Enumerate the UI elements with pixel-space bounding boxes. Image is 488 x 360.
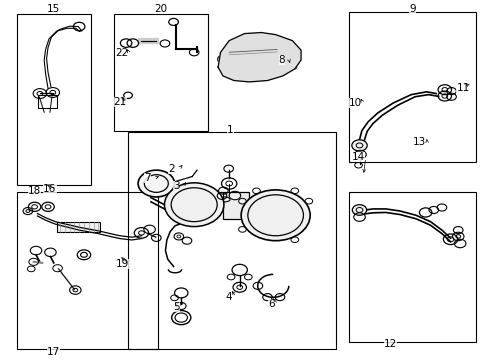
Text: 20: 20 (154, 4, 167, 14)
Polygon shape (218, 32, 301, 82)
Text: 13: 13 (412, 137, 426, 147)
Circle shape (351, 140, 366, 151)
Text: 9: 9 (408, 4, 415, 14)
Text: 21: 21 (113, 98, 126, 107)
Circle shape (164, 183, 224, 226)
Bar (348, 192, 475, 342)
Text: 12: 12 (383, 339, 396, 350)
Text: 15: 15 (47, 4, 61, 14)
Text: 10: 10 (348, 98, 362, 108)
Bar (114, 14, 207, 131)
Bar (17, 14, 91, 185)
Text: 18: 18 (28, 186, 41, 195)
Text: 5: 5 (173, 302, 180, 312)
Bar (127, 132, 335, 349)
Bar (39, 95, 57, 108)
Text: 2: 2 (168, 164, 175, 174)
Text: 11: 11 (455, 82, 468, 93)
Bar (223, 192, 249, 219)
Circle shape (138, 170, 174, 197)
Text: 22: 22 (115, 48, 128, 58)
Text: 3: 3 (172, 181, 179, 191)
Text: 19: 19 (116, 259, 129, 269)
Text: 16: 16 (43, 184, 57, 194)
Bar (348, 12, 475, 162)
Circle shape (241, 190, 309, 241)
Text: 6: 6 (267, 299, 274, 309)
Bar (17, 192, 158, 349)
Text: 17: 17 (47, 347, 61, 357)
Bar (57, 222, 100, 232)
Text: 8: 8 (278, 55, 285, 65)
Circle shape (351, 205, 366, 215)
Text: 14: 14 (351, 152, 365, 162)
Text: 7: 7 (143, 173, 150, 183)
Text: 1: 1 (227, 125, 233, 135)
Text: 4: 4 (225, 292, 232, 302)
